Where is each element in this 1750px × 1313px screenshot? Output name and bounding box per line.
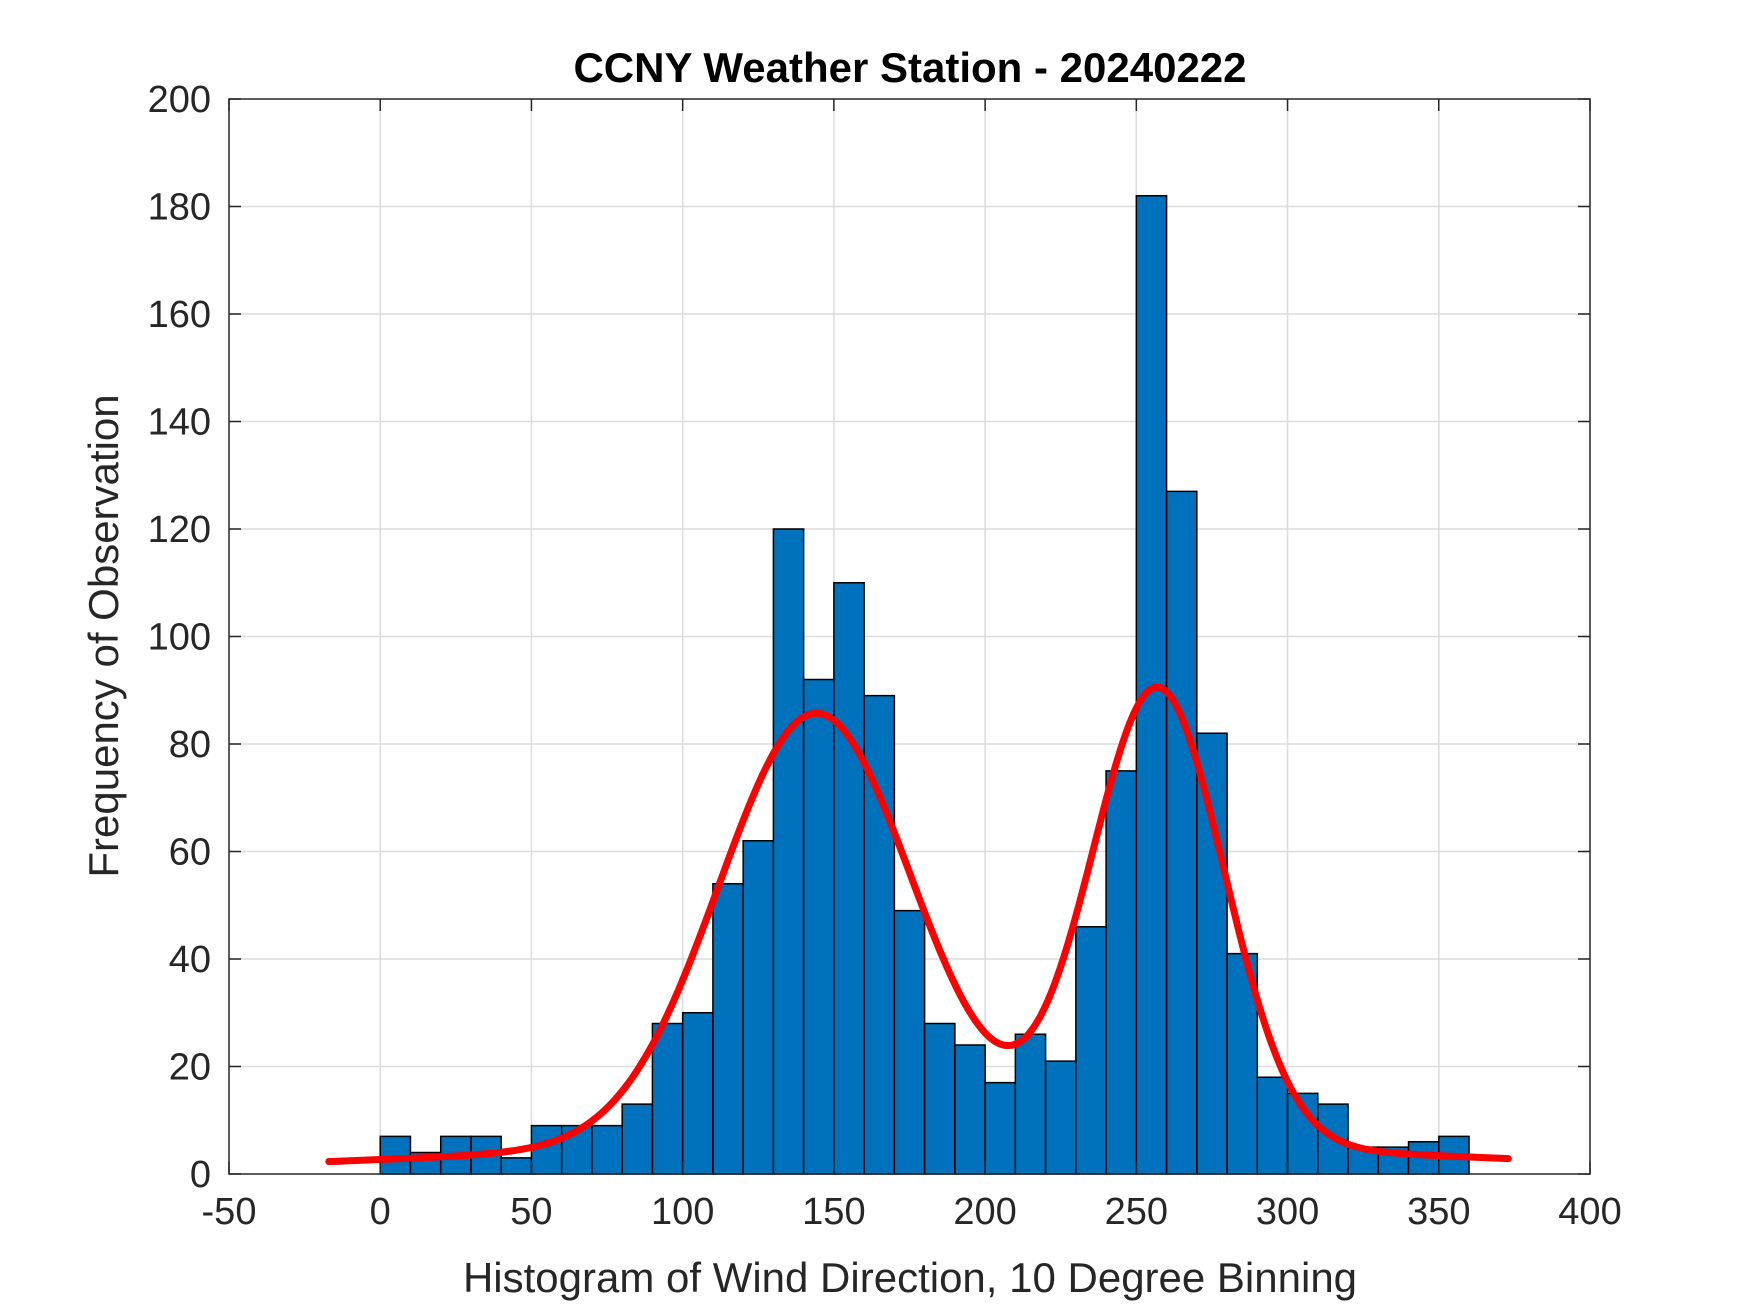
- y-tick-label: 100: [148, 617, 211, 659]
- y-tick-label: 20: [169, 1047, 211, 1089]
- x-tick-labels: -50 0 50 100 150 200 250 300 350 400: [202, 1191, 1622, 1233]
- y-tick-label: 40: [169, 939, 211, 981]
- y-tick-label: 140: [148, 402, 211, 444]
- histogram-bar: [651, 1022, 684, 1175]
- histogram-bar: [1105, 770, 1138, 1175]
- y-tick-label: 60: [169, 832, 211, 874]
- histogram-bar: [1044, 1060, 1077, 1175]
- y-tick-label: 80: [169, 724, 211, 766]
- histogram-bar: [833, 582, 865, 1175]
- x-tick-label: 300: [1256, 1191, 1319, 1233]
- x-tick-label: -50: [202, 1191, 257, 1233]
- y-tick-labels: 0 20 40 60 80 100 120 140 160 180 200: [148, 79, 211, 1196]
- histogram-bar: [1165, 490, 1198, 1175]
- histogram-bar: [500, 1157, 533, 1175]
- y-tick-label: 0: [190, 1154, 211, 1196]
- histogram-bar: [893, 909, 926, 1175]
- histogram-bar: [954, 1044, 986, 1175]
- chart-title: CCNY Weather Station - 20240222: [573, 44, 1246, 91]
- x-tick-label: 0: [370, 1191, 391, 1233]
- x-tick-label: 200: [953, 1191, 1016, 1233]
- histogram-bar: [923, 1022, 956, 1175]
- fit-curve: [325, 683, 1512, 1166]
- x-tick-label: 250: [1105, 1191, 1168, 1233]
- histogram-bar: [712, 883, 744, 1175]
- x-tick-label: 150: [802, 1191, 865, 1233]
- y-tick-label: 120: [148, 509, 211, 551]
- histogram-bar: [742, 840, 775, 1175]
- y-tick-label: 200: [148, 79, 211, 121]
- y-tick-label: 160: [148, 294, 211, 336]
- histogram-bar: [772, 528, 805, 1175]
- y-tick-label: 180: [148, 187, 211, 229]
- x-tick-label: 50: [510, 1191, 552, 1233]
- histogram-bar: [984, 1081, 1017, 1175]
- histogram-bar: [802, 678, 835, 1175]
- histogram-bar: [591, 1124, 623, 1175]
- histogram-bar: [1014, 1033, 1047, 1175]
- histogram-bar: [681, 1012, 714, 1175]
- fit-curve-layer: [325, 683, 1512, 1166]
- x-axis-title: Histogram of Wind Direction, 10 Degree B…: [463, 1254, 1357, 1301]
- x-tick-label: 350: [1407, 1191, 1470, 1233]
- histogram-bar: [1075, 926, 1107, 1175]
- x-tick-label: 100: [651, 1191, 714, 1233]
- histogram-bar: [1196, 732, 1228, 1175]
- histogram-bar: [1256, 1076, 1289, 1175]
- axes-box: [228, 98, 1591, 1175]
- x-tick-label: 400: [1558, 1191, 1621, 1233]
- y-axis-title: Frequency of Observation: [80, 394, 127, 877]
- histogram-bar: [621, 1103, 654, 1175]
